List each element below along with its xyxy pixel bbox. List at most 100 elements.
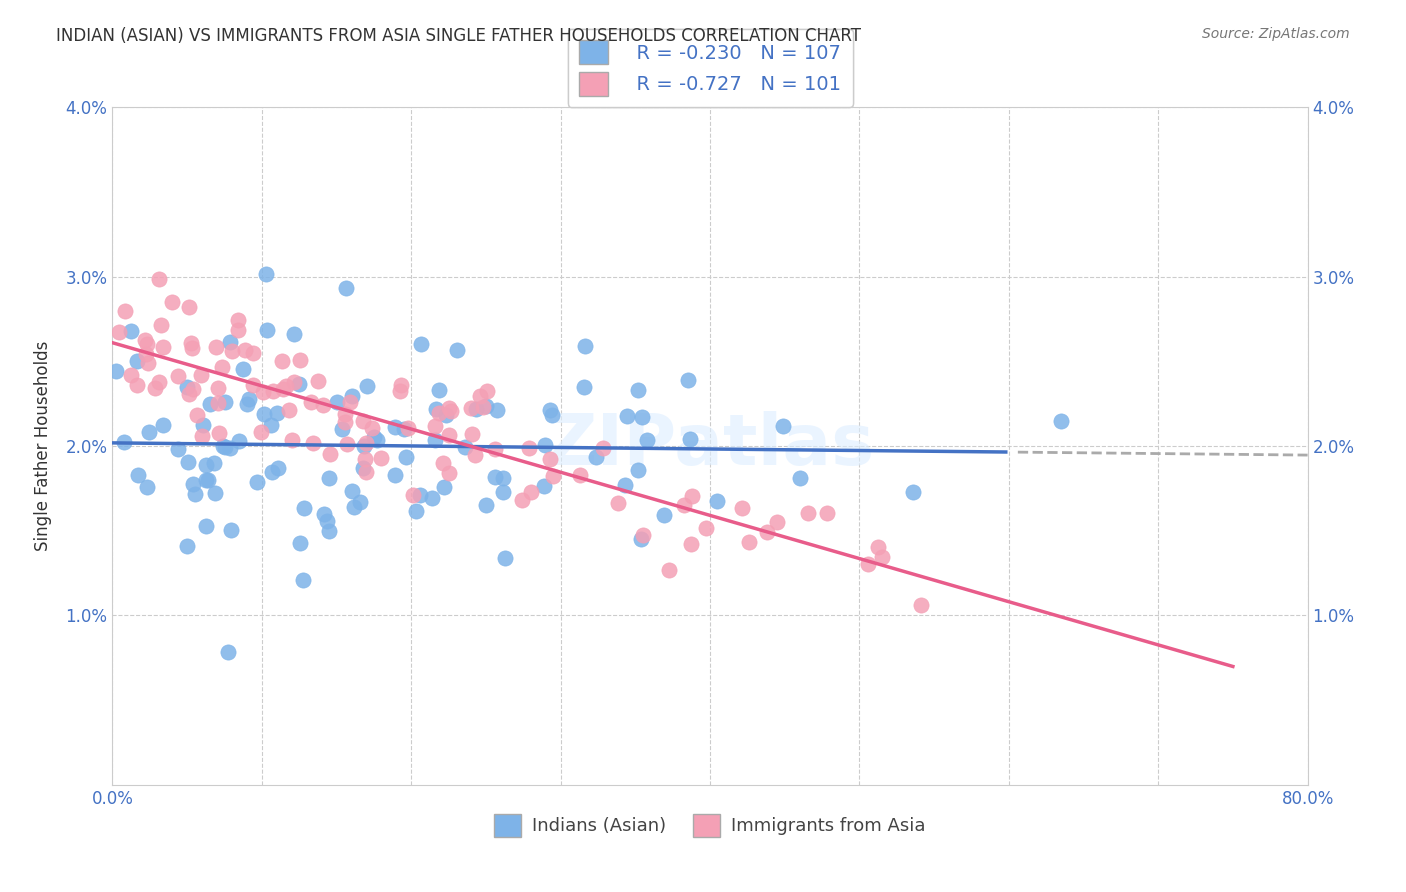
Point: [114, 304, 136, 318]
Point: [214, 394, 236, 409]
Point: [105, 363, 128, 377]
Point: [217, 644, 239, 658]
Point: [772, 419, 794, 434]
Point: [181, 477, 204, 491]
Point: [125, 378, 148, 392]
Point: [630, 532, 652, 546]
Point: [318, 471, 340, 485]
Point: [446, 343, 468, 357]
Point: [181, 342, 204, 356]
Point: [475, 384, 498, 399]
Point: [181, 382, 204, 396]
Point: [148, 375, 170, 389]
Point: [186, 408, 208, 422]
Point: [627, 462, 650, 476]
Point: [262, 465, 284, 479]
Point: [177, 300, 200, 314]
Point: [766, 516, 789, 530]
Point: [204, 486, 226, 500]
Point: [471, 400, 494, 414]
Point: [160, 294, 183, 309]
Point: [218, 335, 240, 350]
Point: [134, 333, 156, 347]
Point: [212, 439, 235, 453]
Point: [198, 397, 221, 411]
Point: [336, 436, 359, 450]
Point: [475, 399, 498, 413]
Point: [190, 368, 212, 382]
Point: [205, 340, 228, 354]
Point: [631, 528, 654, 542]
Point: [253, 407, 276, 421]
Point: [136, 337, 159, 351]
Point: [319, 447, 342, 461]
Point: [356, 435, 378, 450]
Point: [420, 491, 443, 505]
Point: [214, 440, 236, 454]
Point: [312, 507, 335, 521]
Point: [226, 323, 249, 337]
Point: [273, 382, 295, 396]
Point: [910, 598, 932, 612]
Point: [335, 281, 357, 295]
Point: [283, 326, 305, 341]
Point: [250, 425, 273, 439]
Point: [866, 540, 889, 554]
Point: [333, 407, 356, 421]
Point: [439, 466, 461, 480]
Point: [183, 486, 205, 500]
Point: [425, 401, 447, 416]
Point: [755, 525, 778, 540]
Point: [366, 434, 388, 448]
Point: [191, 417, 214, 432]
Point: [494, 550, 516, 565]
Y-axis label: Single Father Households: Single Father Households: [34, 341, 52, 551]
Point: [242, 346, 264, 360]
Point: [858, 558, 880, 572]
Point: [460, 426, 482, 441]
Point: [211, 359, 233, 374]
Point: [434, 408, 457, 422]
Point: [176, 540, 198, 554]
Point: [120, 368, 142, 382]
Point: [658, 563, 681, 577]
Point: [538, 402, 561, 417]
Point: [681, 537, 703, 551]
Point: [167, 369, 190, 384]
Point: [484, 442, 506, 457]
Point: [731, 500, 754, 515]
Point: [439, 401, 461, 415]
Point: [252, 384, 274, 399]
Point: [468, 389, 491, 403]
Point: [292, 573, 315, 587]
Point: [195, 519, 218, 533]
Point: [143, 381, 166, 395]
Point: [356, 379, 378, 393]
Point: [585, 450, 607, 465]
Point: [191, 428, 214, 442]
Point: [136, 480, 159, 494]
Point: [288, 377, 311, 392]
Point: [339, 394, 361, 409]
Point: [256, 323, 278, 337]
Point: [354, 452, 377, 467]
Point: [197, 473, 219, 487]
Point: [353, 438, 375, 452]
Point: [520, 485, 543, 500]
Point: [425, 433, 447, 447]
Point: [259, 417, 281, 432]
Point: [389, 384, 412, 398]
Point: [194, 458, 217, 472]
Point: [221, 524, 243, 538]
Point: [352, 414, 374, 428]
Point: [340, 484, 363, 499]
Point: [207, 426, 229, 441]
Point: [574, 379, 596, 393]
Point: [541, 408, 564, 422]
Point: [394, 422, 416, 436]
Point: [311, 398, 333, 412]
Point: [695, 521, 717, 535]
Point: [267, 460, 290, 475]
Point: [411, 336, 433, 351]
Point: [194, 473, 217, 487]
